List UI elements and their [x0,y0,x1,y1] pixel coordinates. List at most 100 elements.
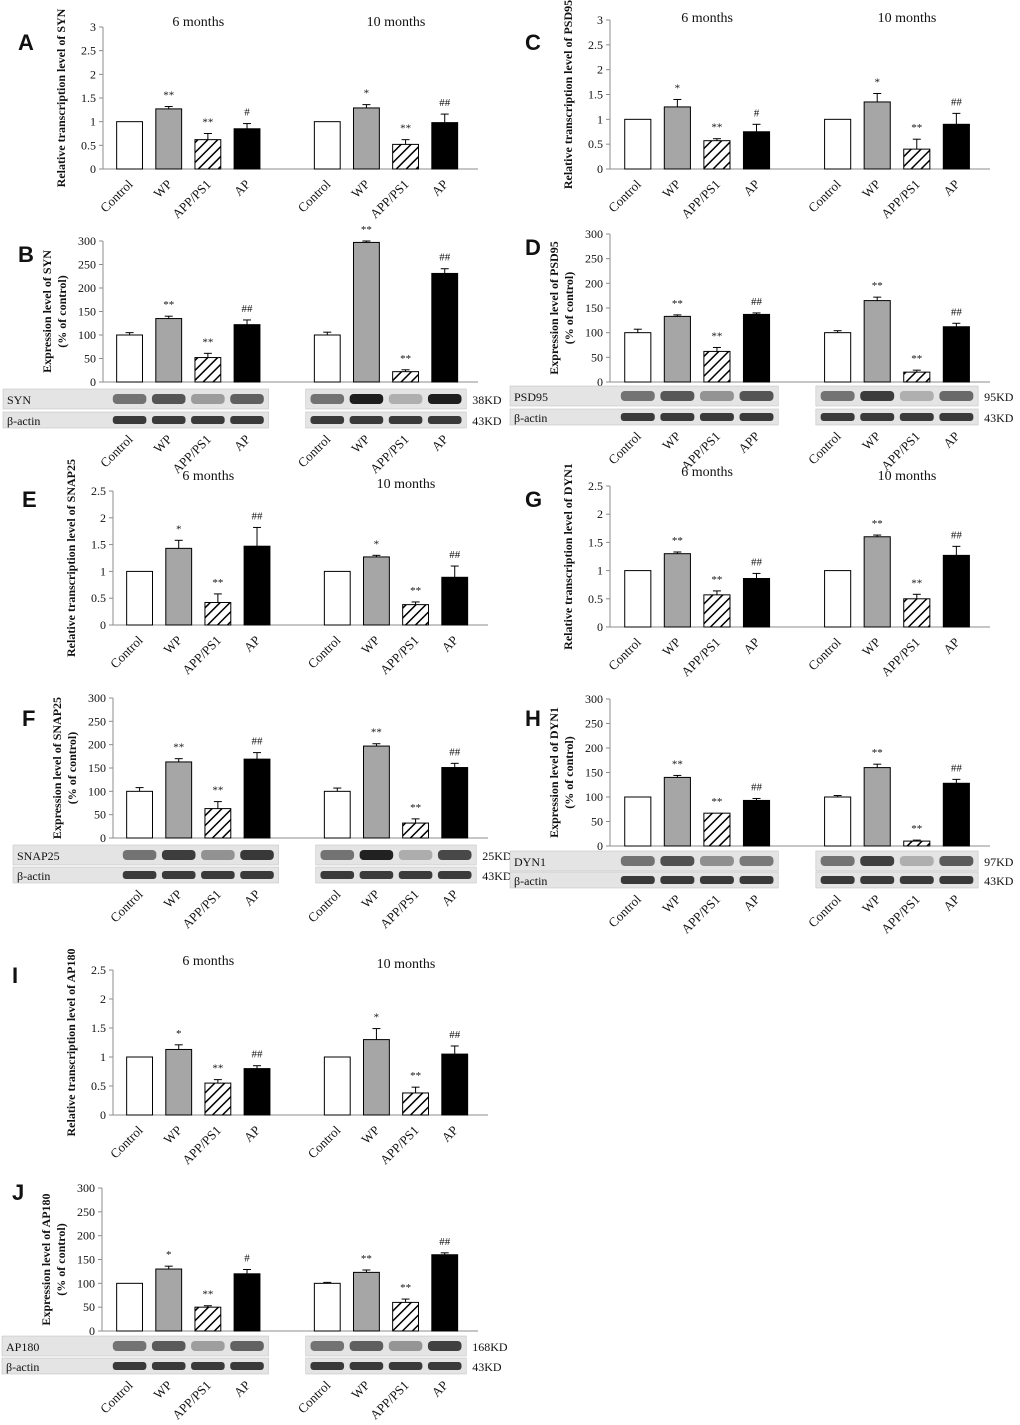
category-label: Control [97,431,136,470]
y-axis-label: Expression level of SYN [40,250,54,373]
blot-strip [815,871,979,889]
significance-label: ** [400,123,411,135]
blot-band [860,876,895,884]
bar [165,547,193,626]
category-label: AP [231,432,253,454]
significance-label: ** [872,280,883,292]
blot-band [939,876,974,884]
bar [942,554,970,628]
bar [243,1068,271,1116]
blot-strip [815,385,979,407]
y-tick-label: 250 [78,258,96,272]
panel-g: G 0 0.5 1 1.5 2 2.5 Relative transcription leve… [525,463,990,679]
y-tick-label: 300 [78,234,96,248]
blot-band [320,850,355,860]
blot-band [660,391,695,401]
blot-protein-label: DYN1 [514,855,546,869]
blot-band [398,871,433,879]
blot-band [620,876,655,884]
category-label: APP/PS1 [377,1123,422,1168]
y-tick-label: 200 [88,738,106,752]
bar [703,350,731,383]
category-label: AP [241,633,263,655]
y-tick-label: 300 [88,691,106,705]
y-tick-label: 150 [585,766,603,780]
panel-f: F 0 50 100 150 200 250 300 Expression level of S… [12,691,512,931]
blot-band [398,850,433,860]
significance-label: # [244,1253,250,1265]
significance-label: ## [252,736,264,748]
bar [942,782,970,847]
y-tick-label: 0 [597,375,603,389]
bar [863,767,891,847]
bar [824,118,852,170]
blot-band [388,394,423,404]
bar [194,1306,222,1332]
category-label: AP [940,892,962,914]
blot-band [310,1341,345,1351]
blot-band [739,876,774,884]
bar [742,799,771,847]
significance-label: ** [410,802,421,814]
y-tick-label: 300 [585,227,603,241]
bar [624,332,652,383]
blot-band [191,416,225,424]
blot-band [860,413,895,421]
bar [313,334,341,383]
significance-label: ** [672,298,683,310]
bar [624,796,652,847]
blot-band [939,413,974,421]
blot-band [201,871,235,879]
blot-band [151,1362,186,1370]
blot-strip [315,866,477,884]
blot-band [349,1341,384,1351]
bar [703,594,731,628]
bar [663,315,691,383]
bar [624,118,652,170]
category-label: WP [348,177,372,201]
time-label: 6 months [681,465,733,480]
y-tick-label: 3 [597,13,603,27]
bar [165,761,193,839]
category-label: WP [150,177,174,201]
blot-band [899,856,934,866]
y-tick-label: 1.5 [588,535,603,549]
y-tick-label: 1 [100,1050,106,1064]
panel-letter: G [525,487,542,512]
blot-band [427,1362,462,1370]
category-label: Control [295,1377,334,1416]
y-tick-label: 250 [585,252,603,266]
bar [624,570,652,628]
blot-band [112,394,147,404]
blot-protein-kd: 25KD [482,849,512,863]
y-tick-label: 100 [88,784,106,798]
y-tick-label: 50 [591,815,603,829]
y-axis-label: Relative transcription level of AP180 [64,949,78,1137]
bar [233,324,261,383]
blot-band [437,871,472,879]
category-label: AP [428,1378,450,1400]
category-label: WP [150,432,174,456]
y-tick-label: 50 [83,1300,95,1314]
category-label: Control [605,176,644,215]
category-label: APP/PS1 [678,635,723,680]
blot-strip [815,850,979,872]
panel-letter: I [12,963,18,988]
blot-protein-label: AP180 [6,1340,39,1354]
category-label: APP/PS1 [179,1123,224,1168]
significance-label: ** [911,353,922,365]
y-tick-label: 1.5 [588,88,603,102]
bar [126,1056,153,1116]
blot-band [201,850,235,860]
bar [903,148,931,170]
bar [353,241,380,383]
bar [392,1301,419,1332]
bar [243,758,271,839]
panel-letter: B [18,242,34,267]
bar [402,1092,429,1116]
blot-band [230,394,264,404]
panel-c: C 0 0.5 1 1.5 2 2.5 3 Relative transcription lev… [525,0,990,221]
bar [742,313,771,383]
category-label: APP [735,429,762,456]
